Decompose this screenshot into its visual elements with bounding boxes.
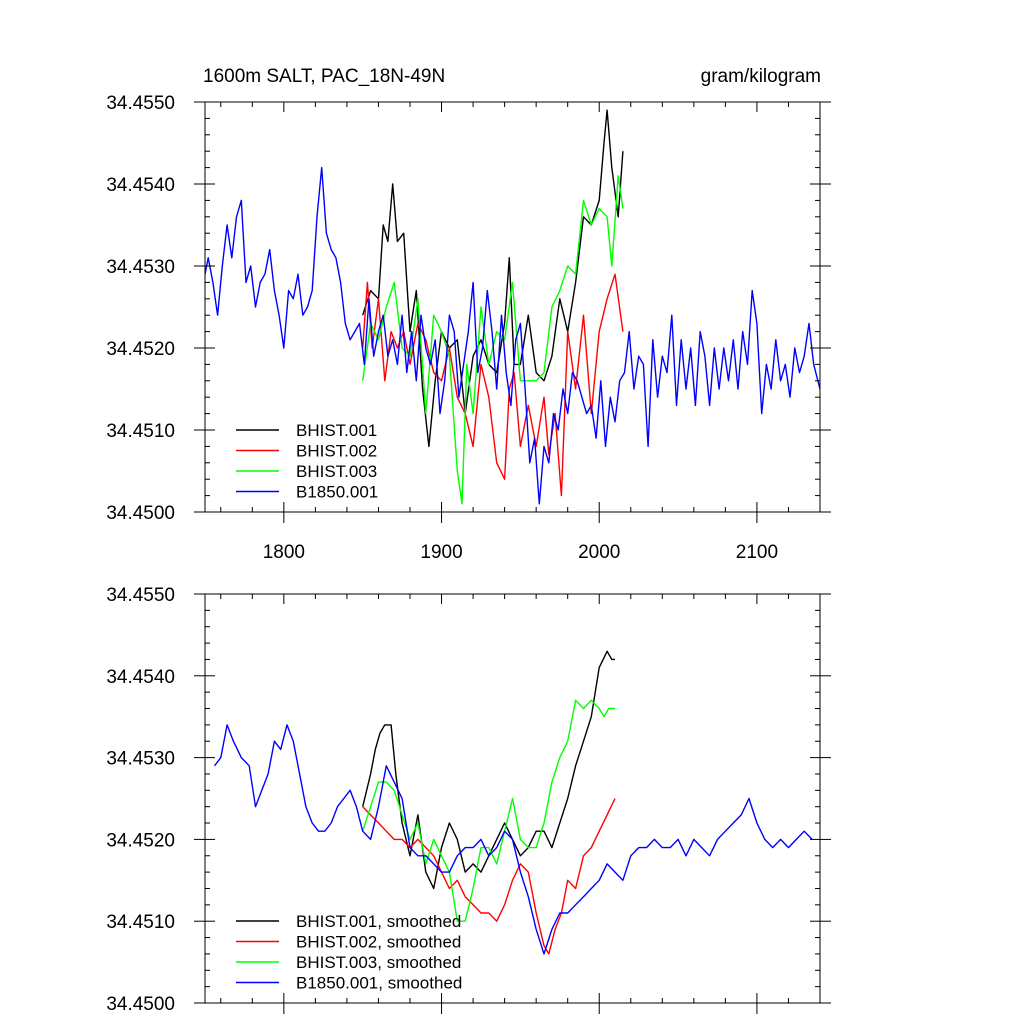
- y-tick-label: 34.4540: [106, 175, 175, 196]
- y-tick-label: 34.4520: [106, 339, 175, 360]
- top-panel: 1800 1900 2000 2100 34.4500 34.4510 34.4520 34.…: [106, 93, 831, 563]
- series-line-0: [362, 109, 624, 448]
- chart-title: 1600m SALT, PAC_18N-49N: [203, 66, 445, 87]
- y-tick-label: 34.4500: [106, 994, 175, 1015]
- y-tick-label: 34.4550: [106, 585, 175, 606]
- legend-label: B1850.001: [296, 483, 378, 502]
- series-line-3: [213, 724, 813, 955]
- x-tick-label: 1800: [263, 542, 305, 563]
- y-tick-label: 34.4540: [106, 667, 175, 688]
- legend-label: BHIST.001, smoothed: [296, 912, 461, 931]
- y-tick-label: 34.4530: [106, 749, 175, 770]
- y-tick-label: 34.4550: [106, 93, 175, 114]
- x-tick-label: 2000: [578, 542, 620, 563]
- y-tick-label: 34.4500: [106, 503, 175, 524]
- y-tick-label: 34.4510: [106, 421, 175, 442]
- legend-label: B1850.001, smoothed: [296, 974, 462, 993]
- plot-frame: [204, 593, 821, 1004]
- legend-label: BHIST.001: [296, 421, 377, 440]
- y-tick-label: 34.4530: [106, 257, 175, 278]
- legend-label: BHIST.002, smoothed: [296, 933, 461, 952]
- series-line-1: [362, 798, 616, 955]
- bottom-panel: 34.4500 34.4510 34.4520 34.4530 34.4540 34.45…: [106, 585, 831, 1015]
- series-line-0: [362, 650, 615, 890]
- y-tick-label: 34.4510: [106, 912, 175, 933]
- plot-frame: [204, 101, 821, 513]
- legend-label: BHIST.002: [296, 442, 377, 461]
- legend-label: BHIST.003, smoothed: [296, 953, 461, 972]
- series-line-1: [362, 273, 624, 497]
- x-tick-label: 2100: [736, 542, 778, 563]
- legend-label: BHIST.003: [296, 462, 377, 481]
- units-label: gram/kilogram: [701, 66, 821, 87]
- y-tick-label: 34.4520: [106, 830, 175, 851]
- series-line-3: [205, 166, 820, 505]
- x-tick-label: 1900: [420, 542, 462, 563]
